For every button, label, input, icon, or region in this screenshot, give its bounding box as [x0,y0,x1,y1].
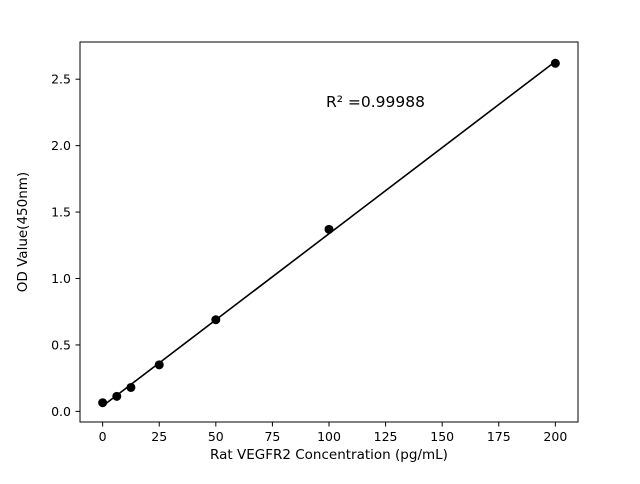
x-tick-label: 50 [208,429,224,444]
data-point [211,315,221,325]
x-tick-label: 0 [99,429,107,444]
y-tick-label: 0.0 [51,404,71,419]
x-tick-label: 200 [543,429,567,444]
r-squared-annotation: R² =0.99988 [326,93,425,111]
x-axis-ticks: 0 25 50 75 100 125 150 175 200 [99,422,567,444]
y-tick-label: 1.5 [51,205,71,220]
x-axis-label: Rat VEGFR2 Concentration (pg/mL) [210,447,448,463]
data-point [154,360,164,370]
data-point [324,224,334,234]
y-axis-label: OD Value(450nm) [15,172,31,292]
x-tick-label: 100 [317,429,341,444]
y-tick-label: 1.0 [51,271,71,286]
y-tick-label: 2.5 [51,72,71,87]
x-tick-label: 175 [487,429,511,444]
data-points [98,58,560,408]
y-tick-label: 0.5 [51,337,71,352]
y-tick-label: 2.0 [51,138,71,153]
x-tick-label: 125 [374,429,398,444]
x-tick-label: 150 [430,429,454,444]
data-point [98,398,108,408]
y-axis-ticks: 0.0 0.5 1.0 1.5 2.0 2.5 [51,72,80,419]
data-point [112,391,122,401]
data-point [550,58,560,68]
x-tick-label: 75 [264,429,280,444]
data-point [126,382,136,392]
x-tick-label: 25 [151,429,167,444]
